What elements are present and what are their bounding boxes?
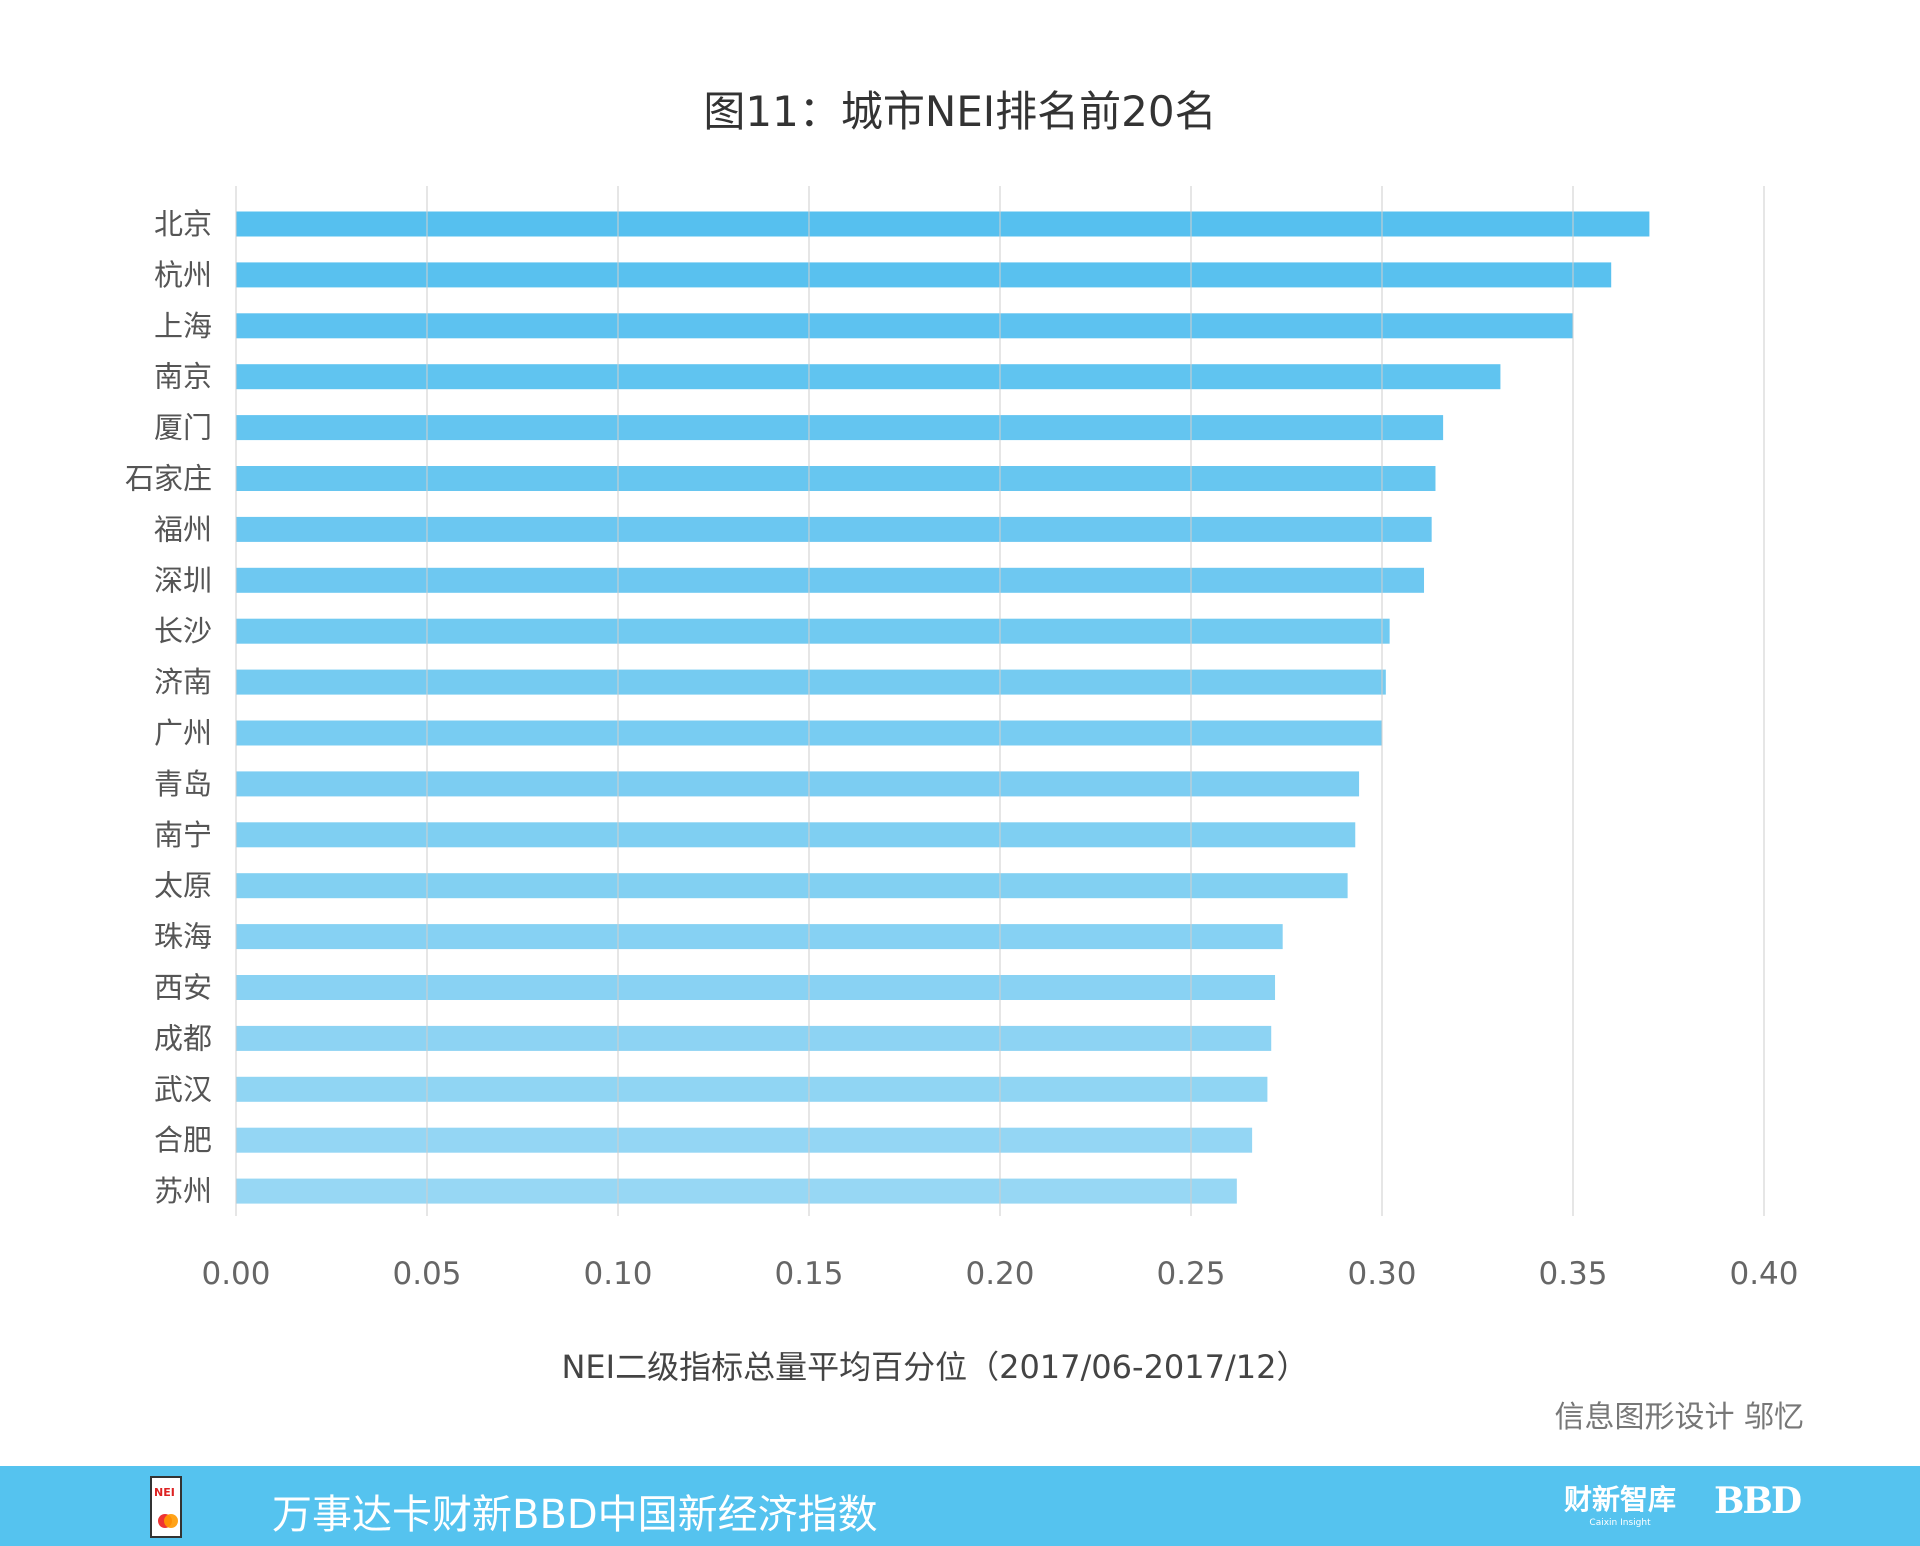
x-tick-label: 0.00 (201, 1256, 270, 1292)
bar-珠海 (236, 924, 1283, 950)
caixin-insight-logo: 财新智库 Caixin Insight (1564, 1483, 1677, 1528)
category-label: 福州 (154, 512, 212, 546)
bar-厦门 (236, 415, 1444, 441)
chart-title: 图11：城市NEI排名前20名 (703, 87, 1217, 136)
x-tick-label: 0.15 (774, 1256, 843, 1292)
category-label: 广州 (154, 716, 212, 750)
bar-杭州 (236, 262, 1612, 288)
category-label: 成都 (154, 1021, 212, 1055)
category-label: 珠海 (154, 920, 212, 954)
bar-成都 (236, 1025, 1272, 1051)
x-tick-label: 0.25 (1156, 1256, 1225, 1292)
category-label: 青岛 (154, 767, 212, 801)
bar-西安 (236, 975, 1276, 1000)
bbd-logo: BBD (1714, 1480, 1802, 1522)
bar-石家庄 (236, 466, 1436, 491)
category-label: 太原 (154, 869, 212, 903)
category-label: 厦门 (154, 411, 212, 445)
category-label: 西安 (154, 971, 212, 1005)
nei-mastercard-logo: NEI (150, 1476, 182, 1538)
bar-济南 (236, 669, 1386, 695)
category-label: 南宁 (154, 818, 212, 852)
design-credit: 信息图形设计 邬忆 (1554, 1400, 1804, 1435)
category-label: 石家庄 (125, 462, 212, 496)
bar-深圳 (236, 567, 1425, 593)
category-label: 南京 (154, 360, 212, 394)
x-tick-label: 0.35 (1538, 1256, 1607, 1292)
bar-南宁 (236, 822, 1356, 848)
x-tick-label: 0.30 (1347, 1256, 1416, 1292)
bar-chart: 北京杭州上海南京厦门石家庄福州深圳长沙济南广州青岛南宁太原珠海西安成都武汉合肥苏… (125, 186, 1799, 1292)
category-label: 上海 (154, 309, 212, 343)
footer-title: 万事达卡财新BBD中国新经济指数 (272, 1492, 878, 1538)
bar-合肥 (236, 1127, 1253, 1153)
category-label: 济南 (154, 665, 212, 699)
category-label: 武汉 (154, 1072, 212, 1106)
category-label: 深圳 (154, 563, 212, 597)
category-label: 长沙 (154, 614, 212, 648)
category-label: 苏州 (154, 1174, 212, 1208)
bar-武汉 (236, 1076, 1268, 1102)
x-tick-label: 0.10 (583, 1256, 652, 1292)
category-label: 合肥 (154, 1123, 212, 1157)
bar-北京 (236, 211, 1650, 237)
x-axis-label: NEI二级指标总量平均百分位（2017/06-2017/12） (561, 1348, 1309, 1386)
bar-南京 (236, 364, 1501, 390)
x-tick-label: 0.20 (965, 1256, 1034, 1292)
bar-苏州 (236, 1178, 1237, 1204)
x-tick-label: 0.40 (1729, 1256, 1798, 1292)
bar-上海 (236, 313, 1573, 339)
bar-福州 (236, 516, 1432, 542)
bar-太原 (236, 873, 1348, 899)
category-label: 北京 (154, 207, 212, 241)
x-tick-label: 0.05 (392, 1256, 461, 1292)
bar-长沙 (236, 618, 1390, 644)
footer-banner: NEI 万事达卡财新BBD中国新经济指数 财新智库 Caixin Insight… (0, 1466, 1920, 1546)
bar-青岛 (236, 771, 1360, 797)
nei-logo-text: NEI (154, 1486, 175, 1499)
category-label: 杭州 (154, 258, 212, 292)
